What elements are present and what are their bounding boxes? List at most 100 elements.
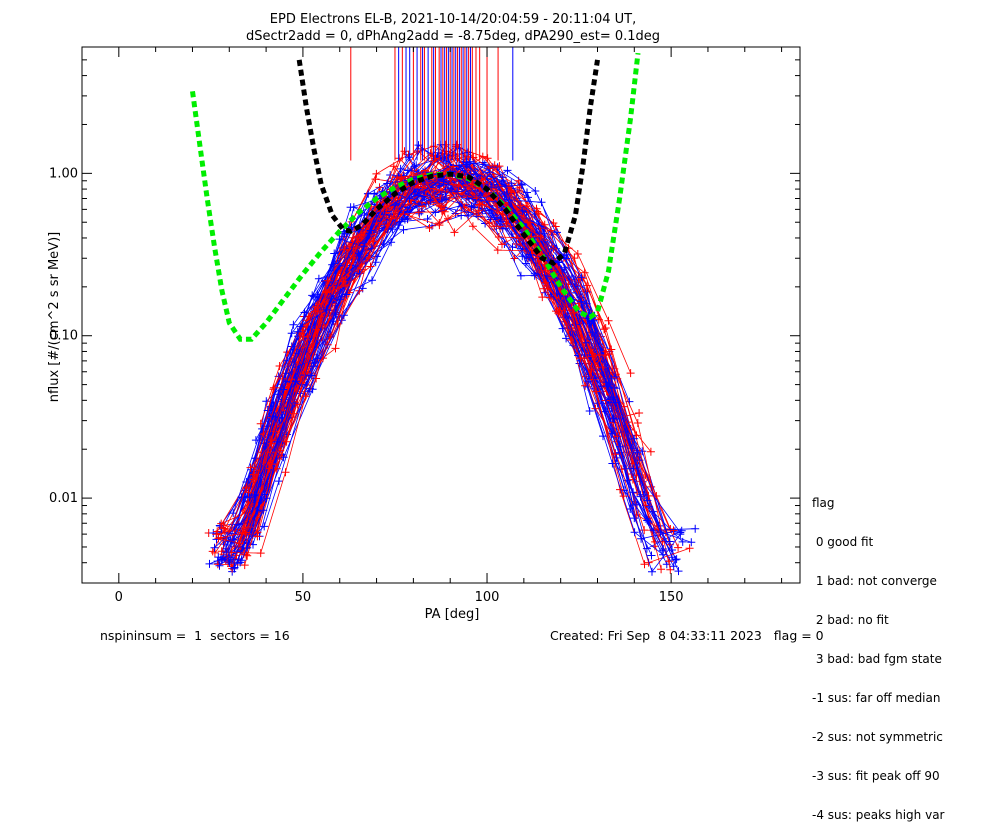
data-point <box>369 237 378 246</box>
data-point <box>644 518 653 526</box>
data-point <box>483 154 492 163</box>
data-point <box>500 190 509 199</box>
data-point <box>633 489 642 497</box>
data-point <box>262 397 271 406</box>
data-point <box>391 206 400 215</box>
legend-entry: 0 good fit <box>812 535 874 549</box>
data-point <box>516 201 525 210</box>
data-point <box>222 548 231 557</box>
data-point <box>613 432 622 441</box>
data-point <box>493 246 502 255</box>
data-point <box>370 189 379 198</box>
data-point <box>537 198 546 207</box>
data-point <box>339 311 348 320</box>
data-point <box>643 496 652 505</box>
data-trace <box>233 181 664 569</box>
data-point <box>482 192 491 201</box>
data-point <box>322 288 331 297</box>
data-point <box>267 439 276 448</box>
data-point <box>425 224 434 232</box>
data-point <box>426 196 435 205</box>
data-point <box>669 562 678 571</box>
data-point <box>676 530 685 539</box>
data-point <box>242 484 251 492</box>
legend-entry: 2 bad: no fit <box>812 613 889 627</box>
data-point <box>234 520 243 529</box>
data-point <box>502 219 511 228</box>
data-point <box>431 208 440 217</box>
data-point <box>218 555 227 563</box>
data-point <box>594 315 603 324</box>
data-point <box>339 277 348 286</box>
data-point <box>314 274 323 283</box>
data-point <box>518 207 527 215</box>
data-point <box>368 276 376 285</box>
data-point <box>304 325 313 334</box>
data-trace <box>255 178 664 556</box>
data-point <box>691 524 700 533</box>
data-point <box>540 229 549 238</box>
data-point <box>619 492 628 501</box>
legend-entry: 1 bad: not converge <box>812 574 937 588</box>
data-point <box>335 295 344 304</box>
data-trace <box>219 175 671 567</box>
data-point <box>246 463 255 472</box>
data-point <box>468 222 477 231</box>
data-point <box>666 565 675 574</box>
data-point <box>323 276 332 285</box>
data-point <box>592 387 601 396</box>
data-point <box>657 565 666 574</box>
data-point <box>355 286 364 295</box>
data-point <box>640 526 649 535</box>
data-point <box>224 557 233 566</box>
x-tick-label: 50 <box>295 590 312 605</box>
x-tick-label: 150 <box>659 590 684 605</box>
data-point <box>633 419 642 427</box>
data-point <box>584 377 593 386</box>
data-point <box>464 212 473 220</box>
data-point <box>562 334 571 343</box>
data-trace <box>216 167 607 540</box>
data-point <box>399 209 408 218</box>
x-tick-label: 0 <box>115 590 123 605</box>
data-point <box>516 271 525 280</box>
data-trace <box>226 146 612 557</box>
data-point <box>449 162 458 171</box>
data-point <box>609 393 618 402</box>
data-point <box>418 202 427 211</box>
data-point <box>607 429 616 438</box>
flag-legend: flag 0 good fit 1 bad: not converge 2 ba… <box>812 471 944 835</box>
data-point <box>648 567 656 576</box>
data-point <box>366 262 375 271</box>
chart-title: EPD Electrons EL-B, 2021-10-14/20:04:59 … <box>270 12 636 27</box>
data-point <box>525 218 534 227</box>
data-point <box>403 214 412 223</box>
data-point <box>474 206 483 215</box>
data-point <box>217 519 226 528</box>
data-point <box>290 409 298 418</box>
data-point <box>517 181 526 189</box>
data-trace <box>217 172 671 566</box>
legend-entry: -1 sus: far off median <box>812 691 941 705</box>
data-point <box>229 555 238 564</box>
data-point <box>498 173 507 182</box>
data-point <box>546 226 555 235</box>
data-point <box>601 347 610 356</box>
legend-entry: -2 sus: not symmetric <box>812 730 943 744</box>
data-point <box>388 225 397 234</box>
data-point <box>503 166 512 175</box>
data-point <box>685 544 694 553</box>
data-point <box>640 490 648 499</box>
data-point <box>205 559 214 568</box>
data-point <box>331 344 340 353</box>
legend-entry: -3 sus: fit peak off 90 <box>812 769 940 783</box>
legend-title: flag <box>812 496 835 510</box>
data-point <box>249 470 258 479</box>
data-point <box>498 240 506 249</box>
data-point <box>532 204 541 213</box>
data-point <box>250 490 259 499</box>
data-point <box>646 447 655 456</box>
data-point <box>251 436 260 445</box>
data-point <box>418 183 427 192</box>
data-point <box>215 561 224 570</box>
